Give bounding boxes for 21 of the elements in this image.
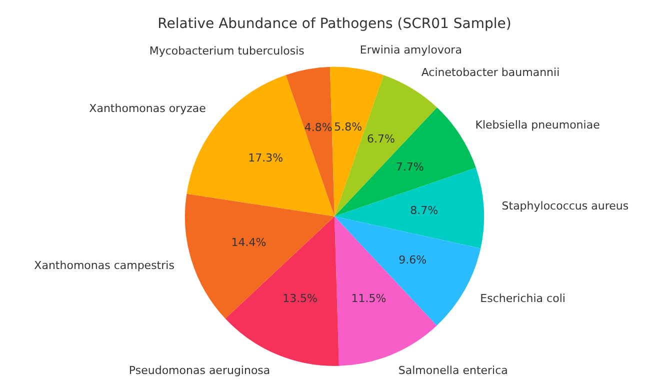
chart-title: Relative Abundance of Pathogens (SCR01 Sample) xyxy=(158,16,512,32)
slice-label: Mycobacterium tuberculosis xyxy=(149,44,305,58)
slice-label: Acinetobacter baumannii xyxy=(421,66,560,79)
data-label: 9.6% xyxy=(398,254,427,267)
data-label: 17.3% xyxy=(248,152,284,165)
slice-label: Xanthomonas oryzae xyxy=(89,102,206,115)
slice-label: Escherichia coli xyxy=(480,292,566,306)
slice-label: Xanthomonas campestris xyxy=(34,258,175,272)
data-label: 14.4% xyxy=(231,236,266,249)
data-label: 4.8% xyxy=(304,120,332,134)
slice-label: Erwinia amylovora xyxy=(360,44,462,57)
slice-label: Klebsiella pneumoniae xyxy=(475,118,600,132)
slice-label: Salmonella enterica xyxy=(398,364,508,378)
data-label: 6.7% xyxy=(367,132,395,146)
data-label: 13.5% xyxy=(282,292,318,306)
slice-label: Pseudomonas aeruginosa xyxy=(128,364,270,377)
data-label: 11.5% xyxy=(351,292,386,306)
data-label: 8.7% xyxy=(410,204,438,218)
slice-label: Staphylococcus aureus xyxy=(502,200,629,212)
data-label: 7.7% xyxy=(396,160,424,174)
data-label: 5.8% xyxy=(334,120,362,134)
